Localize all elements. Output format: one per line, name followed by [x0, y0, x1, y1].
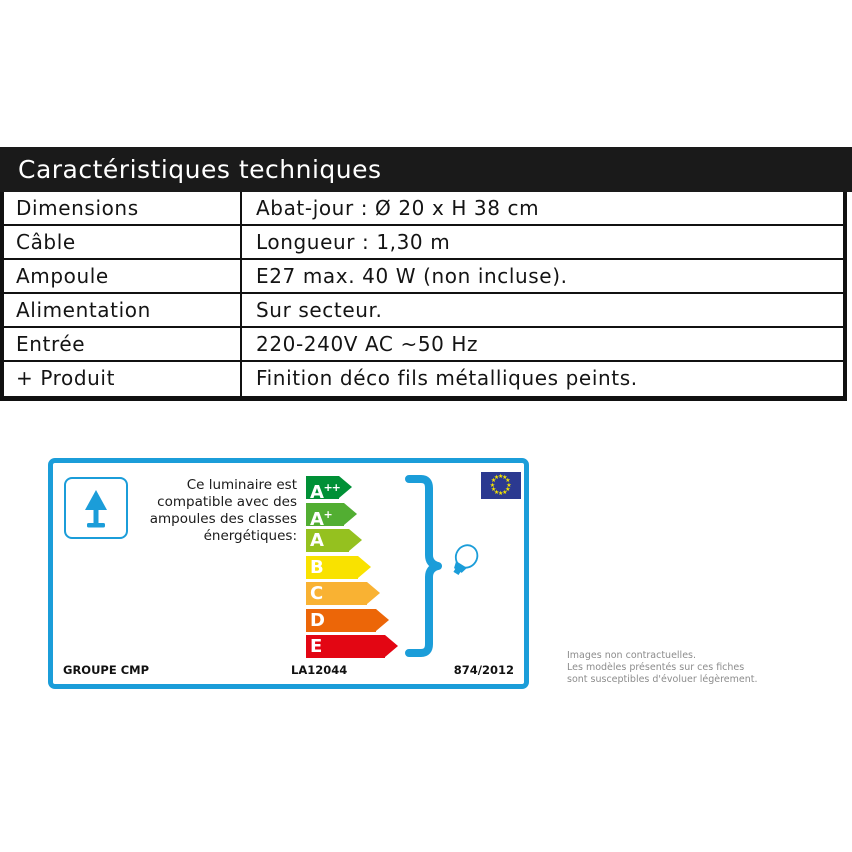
spec-label: Entrée: [4, 328, 242, 360]
compat-line-2: compatible avec des: [157, 494, 297, 510]
energy-class-bar-aplus: A+: [306, 502, 402, 530]
table-row: Entrée 220-240V AC ~50 Hz: [4, 328, 843, 362]
spec-value: Abat-jour : Ø 20 x H 38 cm: [256, 196, 540, 220]
compatibility-text: Ce luminaire est compatible avec des amp…: [143, 477, 297, 545]
bar-body: [306, 582, 367, 605]
eu-star: ★: [505, 486, 511, 493]
compat-line-1: Ce luminaire est: [186, 477, 297, 493]
bar-body: [306, 608, 376, 632]
energy-class-bar-d: D: [306, 608, 402, 632]
spec-label: Alimentation: [4, 294, 242, 326]
disclaimer-line-1: Images non contractuelles.: [567, 650, 697, 661]
bar-body: [306, 529, 349, 552]
table-row: + Produit Finition déco fils métalliques…: [4, 362, 843, 396]
spec-label: Dimensions: [4, 192, 242, 224]
energy-class-letter: A++: [310, 481, 341, 503]
bar-arrow-tip: [344, 502, 357, 525]
technical-specs-table: Caractéristiques techniques Dimensions A…: [0, 147, 852, 401]
spec-value: E27 max. 40 W (non incluse).: [256, 264, 568, 288]
energy-class-letter: D: [310, 609, 325, 631]
table-row: Dimensions Abat-jour : Ø 20 x H 38 cm: [4, 192, 843, 226]
disclaimer-text: Images non contractuelles. Les modèles p…: [567, 650, 797, 686]
spec-label: Câble: [4, 226, 242, 258]
energy-class-bar-b: B: [306, 555, 402, 579]
bar-body: [306, 635, 385, 658]
bar-arrow-tip: [367, 582, 380, 604]
energy-class-bar-c: C: [306, 582, 402, 605]
energy-class-letter: A+: [310, 507, 333, 530]
energy-class-bar-aplusplus: A++: [306, 476, 402, 503]
product-reference: LA12044: [291, 663, 348, 677]
brace-bracket-icon: [405, 475, 442, 657]
bar-arrow-tip: [358, 555, 371, 578]
spec-label: + Produit: [4, 362, 242, 396]
spec-label: Ampoule: [4, 260, 242, 292]
bar-body: [306, 502, 344, 526]
light-bulb-icon: [453, 544, 479, 576]
eu-flag-icon: ★ ★ ★ ★ ★ ★ ★ ★ ★ ★ ★ ★: [481, 472, 521, 499]
compat-line-4: énergétiques:: [203, 528, 297, 544]
bar-arrow-tip: [376, 608, 389, 631]
eu-star: ★: [493, 475, 500, 482]
eu-star: ★: [502, 475, 508, 482]
energy-class-bar-e: E: [306, 635, 402, 658]
energy-class-letter: C: [310, 583, 323, 604]
eu-star: ★: [493, 489, 500, 496]
eu-star: ★: [490, 478, 497, 485]
energy-class-scale: A++ A+ A B C D E: [306, 476, 402, 662]
brand-name: GROUPE CMP: [63, 663, 150, 677]
specs-table-body: Dimensions Abat-jour : Ø 20 x H 38 cm Câ…: [0, 192, 847, 401]
bar-arrow-tip: [339, 476, 352, 498]
disclaimer-line-2: Les modèles présentés sur ces fiches: [567, 662, 745, 673]
energy-class-letter: A: [310, 530, 324, 551]
spec-value: Sur secteur.: [256, 298, 383, 322]
energy-class-bar-a: A: [306, 529, 402, 552]
specs-table-title: Caractéristiques techniques: [0, 147, 852, 192]
eu-star: ★: [490, 486, 497, 493]
table-row: Ampoule E27 max. 40 W (non incluse).: [4, 260, 843, 294]
eu-star: ★: [489, 482, 496, 489]
eu-star: ★: [506, 482, 512, 489]
energy-class-letter: E: [310, 636, 322, 657]
energy-compatibility-label: Ce luminaire est compatible avec des amp…: [48, 458, 529, 689]
regulation-number: 874/2012: [453, 663, 514, 677]
spec-value: 220-240V AC ~50 Hz: [256, 332, 479, 356]
table-row: Alimentation Sur secteur.: [4, 294, 843, 328]
eu-star: ★: [502, 489, 508, 496]
bar-arrow-tip: [385, 635, 398, 657]
energy-class-letter: B: [310, 556, 324, 578]
energy-label-footer: GROUPE CMP LA12044 874/2012: [53, 663, 524, 679]
bar-arrow-tip: [349, 529, 362, 551]
spec-value: Finition déco fils métalliques peints.: [256, 366, 638, 390]
eu-star: ★: [505, 478, 511, 485]
lamp-icon-frame: [64, 477, 128, 539]
spec-value: Longueur : 1,30 m: [256, 230, 451, 254]
bar-body: [306, 555, 358, 579]
disclaimer-line-3: sont susceptibles d'évoluer légèrement.: [567, 674, 758, 685]
bar-body: [306, 476, 339, 499]
compat-line-3: ampoules des classes: [149, 511, 297, 527]
eu-star: ★: [498, 490, 504, 497]
table-lamp-icon: [85, 490, 107, 528]
eu-star: ★: [498, 474, 504, 481]
table-row: Câble Longueur : 1,30 m: [4, 226, 843, 260]
